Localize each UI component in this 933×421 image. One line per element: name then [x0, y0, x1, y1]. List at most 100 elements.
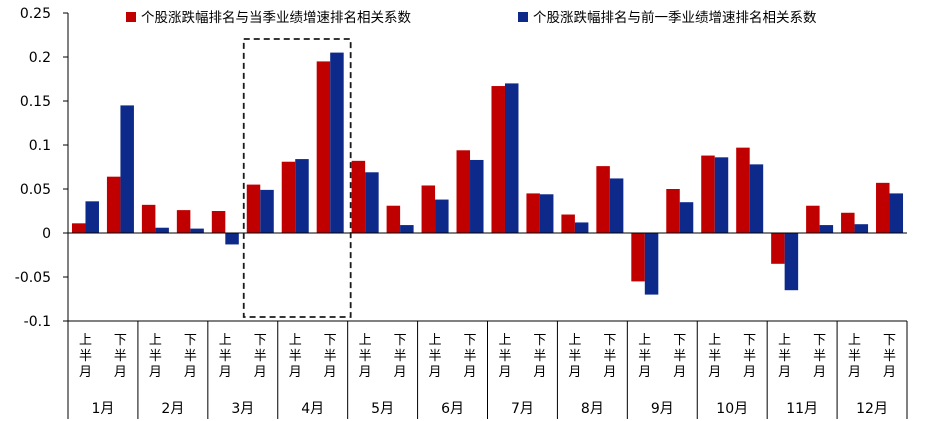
bar-current-quarter	[211, 211, 226, 233]
x-category-label: 上半月	[359, 333, 372, 380]
x-month-label: 4月	[301, 401, 324, 417]
bar-previous-quarter	[260, 189, 274, 233]
bar-current-quarter	[666, 189, 680, 233]
x-month-label: 8月	[581, 401, 604, 417]
bar-previous-quarter	[365, 172, 379, 233]
bar-previous-quarter	[609, 178, 624, 233]
x-category-label: 下半月	[394, 333, 407, 380]
x-month-label: 2月	[161, 401, 184, 417]
legend-label-previous-quarter: 个股涨跌幅排名与前一季业绩增速排名相关系数	[533, 9, 817, 26]
bar-current-quarter	[841, 212, 855, 233]
x-month-label: 9月	[651, 401, 674, 417]
bar-current-quarter	[596, 166, 610, 233]
legend-swatch-red	[126, 12, 136, 22]
y-tick-label: 0.15	[20, 94, 51, 110]
x-category-label: 下半月	[743, 333, 756, 380]
x-category-label: 上半月	[79, 333, 92, 380]
x-month-label: 5月	[371, 401, 394, 417]
x-category-label: 下半月	[464, 333, 477, 380]
series-current-quarter-bars	[71, 61, 890, 282]
x-category-label: 上半月	[848, 333, 861, 380]
bar-current-quarter	[141, 204, 156, 233]
y-tick-label: 0.2	[29, 50, 51, 66]
bar-previous-quarter	[889, 193, 904, 233]
bar-previous-quarter	[784, 233, 799, 291]
bar-previous-quarter	[749, 164, 764, 233]
bar-previous-quarter	[504, 83, 519, 234]
bar-previous-quarter	[854, 224, 869, 233]
x-month-label: 7月	[511, 401, 534, 417]
bar-previous-quarter	[400, 225, 414, 233]
bar-current-quarter	[491, 86, 505, 233]
bar-current-quarter	[701, 155, 715, 233]
x-category-label: 上半月	[149, 333, 162, 380]
x-category-label: 下半月	[533, 333, 546, 380]
bar-previous-quarter	[85, 201, 99, 233]
bar-previous-quarter	[819, 225, 834, 233]
bar-current-quarter	[106, 176, 121, 233]
legend-item-previous-quarter: 个股涨跌幅排名与前一季业绩增速排名相关系数	[518, 9, 817, 26]
y-tick-label: 0.25	[20, 6, 51, 22]
bar-current-quarter	[246, 184, 261, 233]
x-category-label: 上半月	[568, 333, 581, 380]
x-category-label: 上半月	[638, 333, 651, 380]
x-category-label: 下半月	[673, 333, 686, 380]
legend-item-current-quarter: 个股涨跌幅排名与当季业绩增速排名相关系数	[126, 10, 411, 26]
legend: 个股涨跌幅排名与当季业绩增速排名相关系数 个股涨跌幅排名与前一季业绩增速排名相关…	[126, 9, 817, 26]
y-tick-label: 0	[42, 226, 51, 242]
bar-previous-quarter	[190, 228, 204, 233]
bar-current-quarter	[456, 150, 471, 233]
x-month-label: 6月	[441, 401, 464, 417]
x-category-label: 上半月	[498, 333, 511, 380]
x-month-label: 10月	[716, 401, 748, 417]
bar-current-quarter	[771, 233, 785, 264]
x-category-label: 下半月	[883, 333, 896, 380]
bar-previous-quarter	[679, 202, 694, 233]
x-category-label: 上半月	[289, 333, 302, 380]
bar-current-quarter	[71, 223, 86, 233]
y-tick-label: 0.1	[29, 138, 51, 154]
y-tick-label: -0.1	[24, 314, 51, 330]
bar-current-quarter	[316, 61, 331, 234]
bar-previous-quarter	[155, 227, 169, 233]
x-category-label: 上半月	[778, 333, 791, 380]
bar-current-quarter	[386, 205, 401, 233]
x-month-label: 11月	[786, 401, 818, 417]
x-category-label: 下半月	[324, 333, 337, 380]
highlight-box	[242, 38, 352, 318]
bar-current-quarter	[736, 147, 750, 233]
x-month-label: 1月	[91, 401, 114, 417]
bar-current-quarter	[176, 210, 191, 233]
bar-previous-quarter	[295, 159, 309, 233]
x-category-label: 下半月	[184, 333, 197, 380]
legend-swatch-blue	[518, 12, 528, 22]
bar-current-quarter	[526, 193, 540, 233]
x-category-label: 上半月	[708, 333, 721, 380]
legend-label-current-quarter: 个股涨跌幅排名与当季业绩增速排名相关系数	[141, 10, 411, 26]
x-category-label: 上半月	[219, 333, 232, 380]
bar-previous-quarter	[714, 157, 729, 233]
series-previous-quarter-bars	[85, 52, 904, 295]
x-category-label: 下半月	[603, 333, 616, 380]
y-tick-label: -0.05	[15, 270, 51, 286]
bar-previous-quarter	[539, 194, 554, 233]
bar-previous-quarter	[330, 52, 344, 233]
bar-previous-quarter	[644, 233, 659, 295]
x-category-label: 下半月	[254, 333, 267, 380]
x-axis: 上半月 下半月 上半月 下半月 上半月 下半月 上半月 下半月 上半月 下半月 上半月 下半月 上半月 下…	[67, 232, 908, 419]
x-category-label: 下半月	[114, 333, 127, 380]
x-month-label: 12月	[856, 401, 888, 417]
bar-current-quarter	[281, 161, 296, 233]
x-category-label: 上半月	[429, 333, 442, 380]
bar-current-quarter	[806, 205, 820, 233]
highlight-dashed-box	[242, 38, 352, 318]
bar-current-quarter	[351, 160, 366, 233]
y-axis: 0.25 0.2 0.15 0.1 0.05 0 -0.05 -0.1	[15, 6, 69, 419]
x-category-label: 下半月	[813, 333, 826, 380]
bar-current-quarter	[561, 214, 575, 233]
bar-previous-quarter	[470, 159, 484, 233]
bar-previous-quarter	[435, 199, 449, 233]
bar-current-quarter	[876, 182, 890, 233]
bar-current-quarter	[631, 233, 645, 282]
